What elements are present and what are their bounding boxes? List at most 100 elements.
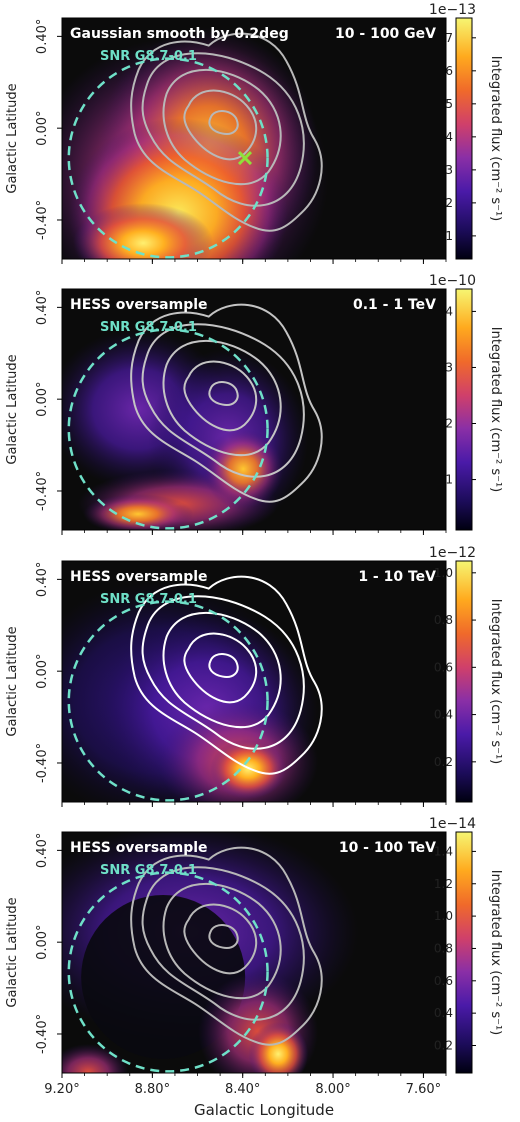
- snr-circle: [67, 328, 269, 530]
- y-tick-label: -0.40°: [35, 200, 50, 240]
- snr-label: SNR G8.7-0.1: [100, 49, 197, 64]
- colorbar-tick-label: 1.4: [434, 844, 453, 858]
- y-tick-label: 0.40°: [35, 19, 50, 54]
- energy-label: 10 - 100 TeV: [339, 840, 436, 856]
- colorbar-tick-label: 0.6: [434, 660, 453, 674]
- colorbar-tick-label: 7: [445, 31, 453, 45]
- snr-label: SNR G8.7-0.1: [100, 863, 197, 878]
- colorbar-label: Integrated flux (cm⁻² s⁻¹): [488, 56, 503, 221]
- emission-peak: [203, 429, 284, 510]
- contour-level-2: [183, 89, 258, 161]
- contour-level-1: [208, 924, 239, 949]
- y-tick-label: -0.40°: [35, 471, 50, 511]
- y-tick-label: 0.40°: [35, 833, 50, 868]
- heatmap-image: [62, 18, 446, 259]
- colorbar-tick-label: 6: [445, 64, 453, 78]
- x-tick-label: 8.80°: [135, 1082, 170, 1097]
- y-tick-label: 0.00°: [35, 924, 50, 959]
- contour-level-4: [141, 866, 305, 1021]
- contour-level-3: [162, 882, 282, 1000]
- y-axis-label: Galactic Latitude: [5, 83, 20, 193]
- peak-marker: [237, 150, 253, 166]
- contour-level-2: [183, 360, 258, 432]
- y-tick-label: 0.00°: [35, 653, 50, 688]
- emission-corner: [62, 1044, 129, 1073]
- x-tick-label: 7.60°: [406, 1082, 441, 1097]
- colorbar-tick-label: 4: [445, 304, 453, 318]
- colorbar-exponent: 1e−10: [429, 273, 476, 289]
- contour-level-1: [208, 381, 239, 406]
- method-label: HESS oversample: [70, 840, 208, 856]
- contour-level-5: [130, 846, 323, 1046]
- colorbar-tick-label: 0.8: [434, 941, 453, 955]
- colorbar-tick-label: 0.8: [434, 613, 453, 627]
- contour-level-4: [141, 323, 305, 478]
- colorbar-label: Integrated flux (cm⁻² s⁻¹): [488, 599, 503, 764]
- plot-frame: [61, 17, 447, 260]
- y-axis-label: Galactic Latitude: [5, 626, 20, 736]
- energy-label: 0.1 - 1 TeV: [353, 297, 436, 313]
- colorbar-tick-label: 0.2: [434, 1039, 453, 1053]
- colorbar-label: Integrated flux (cm⁻² s⁻¹): [488, 327, 503, 492]
- x-axis-label: Galactic Longitude: [194, 1101, 334, 1119]
- contour-level-4: [141, 595, 305, 750]
- contour-level-1: [208, 653, 239, 678]
- emission-core: [73, 203, 214, 259]
- panel-2: HESS oversample 0.1 - 1 TeV SNR G8.7-0.1 0.…: [5, 273, 503, 535]
- method-label: HESS oversample: [70, 569, 208, 585]
- method-label: Gaussian smooth by 0.2deg: [70, 26, 289, 42]
- x-tick-label: 9.20°: [44, 1082, 79, 1097]
- colorbar-tick-label: 0.6: [434, 974, 453, 988]
- colorbar-tick-label: 2: [445, 417, 453, 431]
- heatmap-image: [62, 289, 446, 530]
- colorbar: [455, 560, 473, 803]
- colorbar: [455, 831, 473, 1074]
- snr-circle: [67, 871, 269, 1073]
- contour-set: [130, 32, 323, 232]
- panel-3: HESS oversample 1 - 10 TeV SNR G8.7-0.1 0.4…: [5, 545, 503, 807]
- y-tick-label: 0.40°: [35, 562, 50, 597]
- contour-level-3: [162, 611, 282, 729]
- x-tick-label: 8.40°: [225, 1082, 260, 1097]
- snr-label: SNR G8.7-0.1: [100, 320, 197, 335]
- contour-level-3: [162, 68, 282, 186]
- energy-label: 1 - 10 TeV: [358, 569, 436, 585]
- energy-label: 10 - 100 GeV: [335, 26, 436, 42]
- colorbar-tick-label: 3: [445, 360, 453, 374]
- colorbar-tick-label: 1: [445, 473, 453, 487]
- y-tick-label: 0.40°: [35, 290, 50, 325]
- plot-frame: [61, 560, 447, 803]
- colorbar-tick-label: 2: [445, 196, 453, 210]
- colorbar-tick-label: 1.2: [434, 877, 453, 891]
- snr-circle: [67, 600, 269, 802]
- y-axis-label: Galactic Latitude: [5, 354, 20, 464]
- emission-band-core: [83, 494, 194, 530]
- contour-set: [130, 303, 323, 503]
- snr-circle: [67, 57, 269, 259]
- colorbar-tick-label: 1: [445, 229, 453, 243]
- contour-set: [130, 575, 323, 775]
- y-tick-label: -0.40°: [35, 743, 50, 783]
- colorbar-tick-label: 1.0: [434, 909, 453, 923]
- contour-level-1: [208, 110, 239, 135]
- contour-level-4: [141, 52, 305, 207]
- y-axis-label: Galactic Latitude: [5, 897, 20, 1007]
- colorbar-exponent: 1e−12: [429, 545, 476, 561]
- method-label: HESS oversample: [70, 297, 208, 313]
- y-tick-label: -0.40°: [35, 1014, 50, 1054]
- emission-peak: [248, 1022, 309, 1073]
- colorbar-tick-label: 4: [445, 130, 453, 144]
- colorbar-exponent: 1e−14: [429, 816, 476, 832]
- snr-label: SNR G8.7-0.1: [100, 592, 197, 607]
- contour-level-5: [130, 303, 323, 503]
- y-tick-label: 0.00°: [35, 110, 50, 145]
- panel-4: HESS oversample 10 - 100 TeV SNR G8.7-0.1 0…: [5, 816, 503, 1097]
- plot-frame: [61, 288, 447, 531]
- x-tick-label: 8.00°: [315, 1082, 350, 1097]
- plot-frame: [61, 831, 447, 1074]
- contour-level-2: [183, 632, 258, 704]
- contour-level-5: [130, 32, 323, 232]
- colorbar-tick-label: 0.4: [434, 1006, 453, 1020]
- panel-1: Gaussian smooth by 0.2deg 10 - 100 GeV SNR…: [5, 2, 503, 264]
